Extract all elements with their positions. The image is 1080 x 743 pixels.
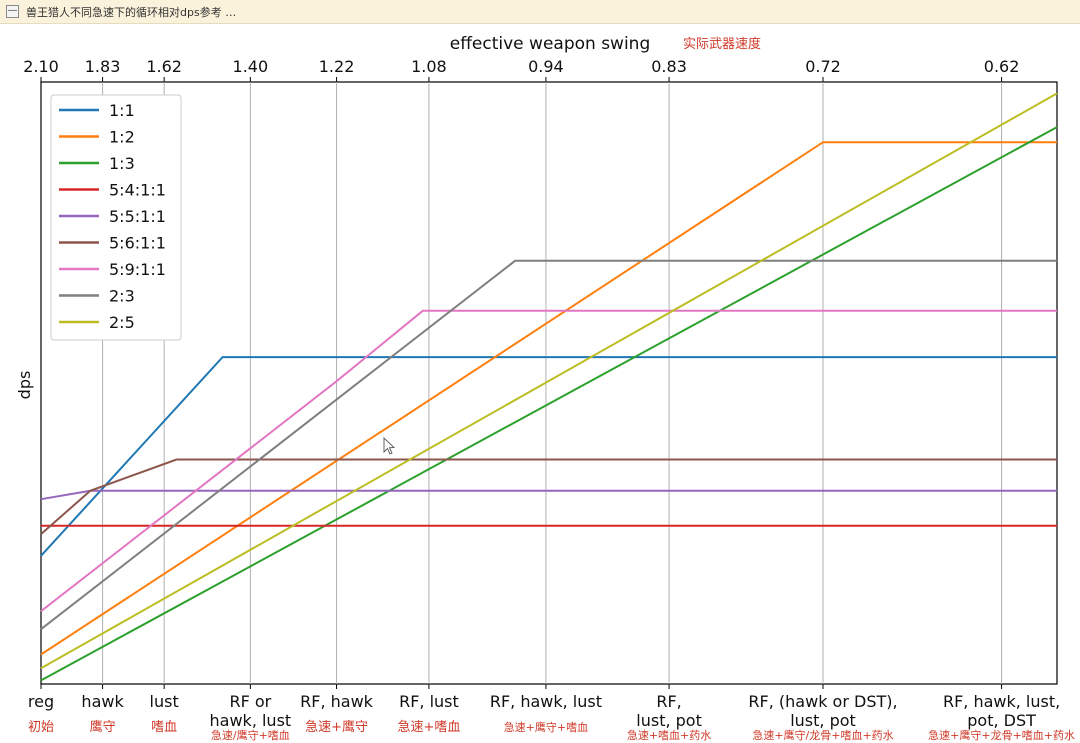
legend-label: 1:3 — [109, 154, 135, 173]
top-tick-label: 1.40 — [233, 57, 269, 76]
x-tick-label: RF, (hawk or DST), lust, pot — [748, 692, 897, 730]
top-tick-label: 0.83 — [651, 57, 687, 76]
legend-label: 1:2 — [109, 128, 135, 147]
grid-lines — [102, 82, 1003, 684]
window-title: 兽王猎人不同急速下的循环相对dps参考 … — [26, 6, 237, 19]
x-tick-label-cn: 嗜血 — [151, 720, 177, 735]
top-axis-label-cn: 实际武器速度 — [683, 36, 761, 52]
x-tick-label-line: RF, (hawk or DST), — [748, 692, 897, 711]
top-tick-label: 1.22 — [319, 57, 355, 76]
legend-label: 5:6:1:1 — [109, 234, 166, 253]
top-ticks: 2.10 1.83 1.62 1.40 1.22 1.08 0.94 0.83 0.72 0.62 — [23, 57, 1019, 82]
top-axis-label: effective weapon swing — [450, 34, 651, 54]
x-tick-label-cn: 急速+鹰守 — [305, 719, 368, 735]
mouse-cursor-icon — [383, 436, 396, 455]
x-tick-label: hawk — [81, 692, 124, 711]
x-tick-label: RF, lust, pot — [636, 692, 702, 730]
legend-frame — [50, 94, 182, 341]
x-tick-label-line: RF, hawk — [300, 692, 374, 711]
legend-label: 1:1 — [109, 101, 135, 120]
y-axis-label: dps — [15, 371, 34, 400]
x-tick-label-line: hawk, lust — [210, 711, 292, 730]
x-tick-label-cn: 急速+鹰守/龙骨+嗜血+药水 — [752, 728, 893, 742]
series-line-1-2 — [40, 141, 1057, 656]
x-tick-label: RF, lust — [399, 692, 459, 711]
x-tick-label-cn: 鹰守 — [90, 719, 116, 735]
legend-label: 5:4:1:1 — [109, 181, 166, 200]
top-tick-label: 0.94 — [528, 57, 564, 76]
x-tick-label-line: RF, — [656, 692, 681, 711]
series-lines — [40, 92, 1058, 682]
x-tick-label-line: hawk — [81, 692, 124, 711]
x-tick-label: RF, hawk, lust, pot, DST — [943, 692, 1060, 730]
x-tick-label-cn: 急速+嗜血+药水 — [627, 728, 711, 742]
x-tick-label: lust — [150, 692, 179, 711]
x-tick-label: RF, hawk, lust — [490, 692, 602, 711]
x-tick-label-line: pot, DST — [967, 711, 1036, 730]
top-tick-label: 2.10 — [23, 57, 59, 76]
top-tick-label: 0.72 — [805, 57, 841, 76]
top-tick-label: 1.83 — [85, 57, 121, 76]
series-line-1-1 — [40, 356, 1057, 557]
legend-label: 5:9:1:1 — [109, 260, 166, 279]
series-line-1-3 — [40, 126, 1058, 682]
x-tick-label-line: RF, lust — [399, 692, 459, 711]
x-tick-label-line: RF, hawk, lust — [490, 692, 602, 711]
x-tick-label-line: reg — [28, 692, 54, 711]
x-tick-label-line: lust, pot — [790, 711, 856, 730]
bottom-ticks: reg 初始 hawk 鹰守 lust 嗜血 RF or hawk, lust急速/鹰守+嗜血… — [28, 684, 1075, 742]
x-tick-label-line: RF, hawk, lust, — [943, 692, 1060, 711]
top-tick-label: 1.08 — [411, 57, 447, 76]
x-tick-label-line: RF or — [229, 692, 271, 711]
legend-label: 2:3 — [109, 287, 135, 306]
legend: 1:1 1:2 1:3 5:4:1:1 5:5:1:1 5:6:1:1 5:9:1:1 2:3… — [50, 94, 182, 341]
x-tick-label-line: lust, pot — [636, 711, 702, 730]
x-tick-label-cn: 初始 — [28, 720, 54, 735]
legend-label: 5:5:1:1 — [109, 207, 166, 226]
x-tick-label-line: lust — [150, 692, 179, 711]
window-menu-icon[interactable]: — — [6, 5, 19, 18]
window-titlebar: — 兽王猎人不同急速下的循环相对dps参考 … — [0, 0, 1080, 24]
x-tick-label: RF, hawk — [300, 692, 374, 711]
top-tick-label: 0.62 — [984, 57, 1020, 76]
series-line-2-3 — [40, 259, 1057, 630]
x-tick-label-cn: 急速+鹰守+龙骨+嗜血+药水 — [928, 728, 1075, 742]
x-tick-label-cn: 急速+鹰守+嗜血 — [504, 720, 588, 734]
x-tick-label-cn: 急速+嗜血 — [397, 720, 460, 735]
plot-frame — [40, 81, 1058, 685]
series-line-2-5 — [40, 92, 1058, 670]
legend-label: 2:5 — [109, 313, 135, 332]
x-tick-label: reg — [28, 692, 54, 711]
series-line-5-6-1-1 — [40, 458, 1057, 535]
top-axis: effective weapon swing 实际武器速度 2.10 1.83 1.… — [23, 34, 1019, 82]
top-tick-label: 1.62 — [146, 57, 182, 76]
x-tick-label: RF or hawk, lust — [210, 692, 292, 730]
series-line-5-9-1-1 — [40, 309, 1057, 612]
x-tick-label-cn: 急速/鹰守+嗜血 — [211, 728, 290, 742]
